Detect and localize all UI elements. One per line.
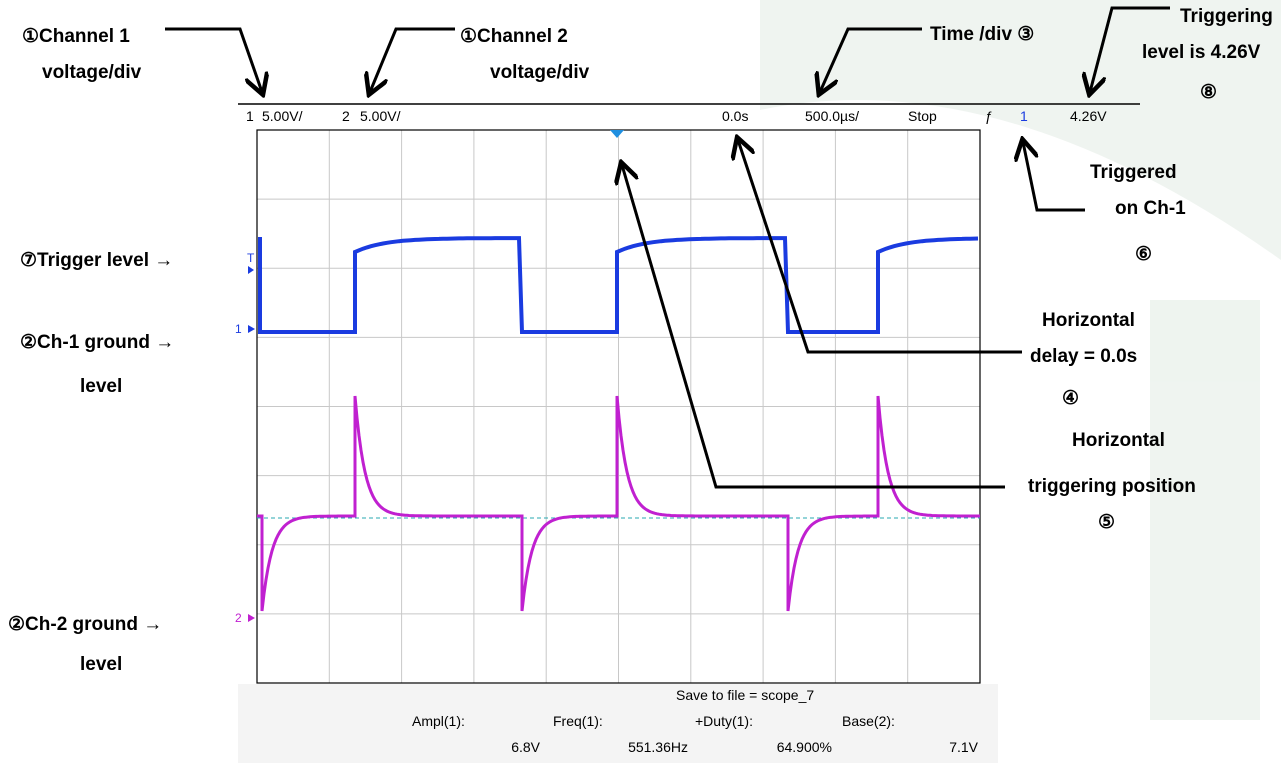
time-scale: 500.0µs/: [805, 108, 859, 124]
annotation: level: [80, 376, 122, 397]
annotation: Horizontal: [1072, 430, 1165, 451]
annotation: Triggered: [1090, 162, 1177, 183]
trigger-marker-arrow: [248, 266, 254, 274]
ch2-marker: 2: [235, 611, 242, 625]
ch1-marker-arrow: [248, 325, 255, 333]
ch2-marker-arrow: [248, 614, 255, 622]
trigger-source: 1: [1020, 108, 1028, 124]
annotation: Time /div ③: [930, 24, 1034, 45]
ch2-label: 2: [342, 108, 350, 124]
annotation: ②Ch-1 ground →: [20, 332, 174, 353]
arrow: [165, 29, 262, 92]
annotation: Triggering: [1180, 6, 1273, 27]
annotation: Horizontal: [1042, 310, 1135, 331]
ch1-scale: 5.00V/: [262, 108, 303, 124]
measure-value: 6.8V: [511, 739, 540, 755]
annotation: ⑥: [1135, 244, 1152, 265]
arrow: [370, 29, 455, 92]
scope-screen: [257, 130, 980, 683]
save-text: Save to file = scope_7: [676, 687, 814, 703]
annotation: voltage/div: [42, 62, 142, 83]
annotation: voltage/div: [490, 62, 590, 83]
trigger-slope: ƒ: [985, 108, 993, 124]
annotation: ⑤: [1098, 512, 1115, 533]
annotation: ①Channel 2: [460, 26, 568, 47]
measure-value: 64.900%: [777, 739, 832, 755]
annotation: ②Ch-2 ground →: [8, 614, 162, 635]
annotation: ④: [1062, 388, 1079, 409]
ch1-label: 1: [246, 108, 254, 124]
annotation: level is 4.26V: [1142, 42, 1261, 63]
measure-value: 551.36Hz: [628, 739, 688, 755]
ch1-marker: 1: [235, 322, 242, 336]
measure-label: Base(2):: [842, 713, 895, 729]
trigger-level: 4.26V: [1070, 108, 1107, 124]
measure-label: Ampl(1):: [412, 713, 465, 729]
measure-label: +Duty(1):: [695, 713, 753, 729]
measure-label: Freq(1):: [553, 713, 603, 729]
annotation: delay = 0.0s: [1030, 346, 1137, 367]
annotation: ①Channel 1: [22, 26, 130, 47]
annotation: ⑦Trigger level →: [20, 250, 173, 271]
annotation: ⑧: [1200, 82, 1217, 103]
arrow: [1023, 142, 1085, 210]
annotation: on Ch-1: [1115, 198, 1186, 219]
run-state: Stop: [908, 108, 937, 124]
oscilloscope-figure: 1 5.00V/ 2 5.00V/ 0.0s 500.0µs/ Stop ƒ 1…: [0, 0, 1281, 763]
trigger-marker: T: [247, 251, 255, 265]
ch2-scale: 5.00V/: [360, 108, 401, 124]
delay: 0.0s: [722, 108, 748, 124]
measure-value: 7.1V: [949, 739, 978, 755]
annotation: triggering position: [1028, 476, 1196, 497]
annotation: level: [80, 654, 122, 675]
